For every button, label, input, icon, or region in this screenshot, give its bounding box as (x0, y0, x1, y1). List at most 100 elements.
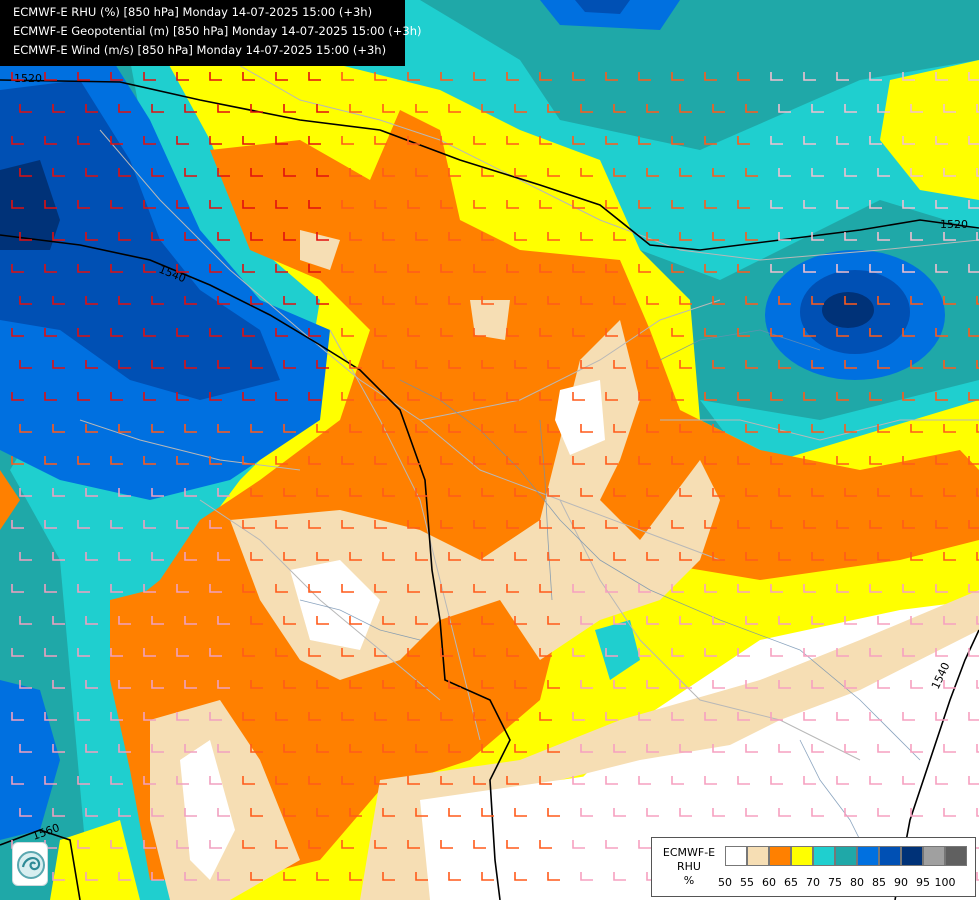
title-rhu: ECMWF-E RHU (%) [850 hPa] Monday 14-07-2… (13, 5, 373, 19)
wind-barb (19, 808, 32, 817)
wind-barb (473, 584, 486, 593)
wind-barb (481, 872, 494, 881)
wind-barb (349, 168, 362, 177)
wind-barb (143, 72, 156, 81)
wind-barb (415, 680, 428, 689)
rhu-dry-area-1 (555, 380, 605, 455)
wind-barb (704, 136, 717, 145)
wind-barb (151, 552, 164, 561)
wind-barb (448, 232, 461, 241)
wind-barb (671, 712, 684, 721)
geopotential-contours (0, 79, 979, 900)
wind-barb (968, 136, 979, 145)
wind-barb (968, 328, 979, 337)
wind-barb (250, 872, 263, 881)
wind-barb (118, 872, 131, 881)
wind-barb (275, 648, 288, 657)
wind-barb (176, 776, 189, 785)
map-title-box: ECMWF-E RHU (%) [850 hPa] Monday 14-07-2… (0, 0, 421, 66)
wind-barb (869, 456, 882, 465)
wind-barb (844, 232, 857, 241)
wind-barb (52, 168, 65, 177)
wind-barb (803, 72, 816, 81)
wind-barb (440, 200, 453, 209)
wind-barb (671, 776, 684, 785)
wind-barb (209, 776, 222, 785)
wind-barb (316, 168, 329, 177)
wind-barb (275, 328, 288, 337)
wind-barb (836, 456, 849, 465)
wind-barb (679, 232, 692, 241)
wind-barb (308, 264, 321, 273)
wind-barb (382, 296, 395, 305)
wind-barb (77, 648, 90, 657)
wind-barb (415, 808, 428, 817)
wind-barb (77, 392, 90, 401)
wind-barb (539, 328, 552, 337)
wind-barb (415, 168, 428, 177)
wind-barb (118, 424, 131, 433)
wind-barb (308, 72, 321, 81)
wind-barb (110, 392, 123, 401)
rhu-dry-area-4 (180, 740, 235, 880)
legend-swatch (813, 846, 835, 866)
wind-barb (341, 392, 354, 401)
wind-barb (19, 232, 32, 241)
wind-barb (448, 296, 461, 305)
wind-barb (448, 360, 461, 369)
wind-barb (473, 200, 486, 209)
wind-barb (770, 200, 783, 209)
wind-barb (844, 616, 857, 625)
wind-barb (869, 776, 882, 785)
wind-barb (514, 424, 527, 433)
wind-barb (250, 488, 263, 497)
wind-barb (275, 200, 288, 209)
wind-barb (110, 200, 123, 209)
wind-barb (77, 72, 90, 81)
wind-barb (935, 72, 948, 81)
wind-barb (836, 776, 849, 785)
wind-barb (646, 744, 659, 753)
wind-barb (11, 264, 24, 273)
wind-barb (679, 488, 692, 497)
wind-barb (382, 488, 395, 497)
wind-barb (671, 72, 684, 81)
wind-barb (184, 488, 197, 497)
wind-barb (547, 424, 560, 433)
wind-barb (770, 776, 783, 785)
wind-barb (151, 104, 164, 113)
wind-barb (844, 552, 857, 561)
wind-barb (283, 168, 296, 177)
wind-barb (308, 584, 321, 593)
wind-barb (803, 136, 816, 145)
wind-barb (151, 808, 164, 817)
wind-barb (836, 264, 849, 273)
wind-barb (242, 456, 255, 465)
wind-barb (85, 552, 98, 561)
wind-barb (473, 840, 486, 849)
wind-barb (514, 488, 527, 497)
wind-barb (184, 232, 197, 241)
wind-barb (473, 712, 486, 721)
title-wind: ECMWF-E Wind (m/s) [850 hPa] Monday 14-0… (13, 43, 387, 57)
wind-barb (217, 232, 230, 241)
wind-barb (176, 392, 189, 401)
wind-barb (250, 744, 263, 753)
wind-barb (745, 168, 758, 177)
wind-barb (242, 520, 255, 529)
wind-barb (250, 616, 263, 625)
wind-barb (506, 584, 519, 593)
wind-barb (374, 72, 387, 81)
wind-barb (712, 232, 725, 241)
wind-barb (506, 520, 519, 529)
wind-barb (902, 712, 915, 721)
wind-barb (514, 616, 527, 625)
wind-barb (11, 456, 24, 465)
wind-barb (976, 680, 979, 689)
wind-barb (184, 552, 197, 561)
wind-barb (44, 328, 57, 337)
legend-tick-label: 100 (934, 876, 956, 889)
rhu-band-80-top (575, 0, 630, 14)
wind-barb (176, 648, 189, 657)
wind-barb (844, 680, 857, 689)
